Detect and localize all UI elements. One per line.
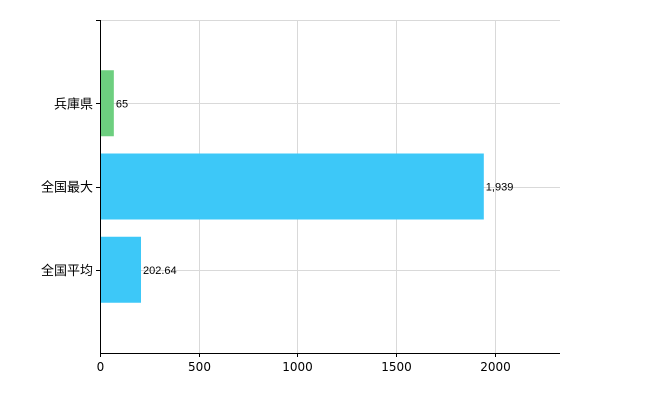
bar-0 xyxy=(101,70,114,137)
x-tick-label-3: 1500 xyxy=(381,360,412,374)
labels: 0 500 1000 1500 2000 兵庫県 65 全国最大 1,939 全国平均 202.64 xyxy=(41,97,513,374)
bar-2 xyxy=(101,236,142,303)
x-tick-label-2: 1000 xyxy=(282,360,313,374)
category-label-0: 兵庫県 xyxy=(54,97,93,112)
x-tick-label-4: 2000 xyxy=(480,360,511,374)
value-label-2: 202.64 xyxy=(143,265,177,277)
axes xyxy=(96,20,560,357)
x-tick-label-0: 0 xyxy=(97,360,105,374)
bar-1 xyxy=(101,153,484,220)
bars xyxy=(101,70,484,303)
value-label-1: 1,939 xyxy=(486,182,514,194)
value-label-0: 65 xyxy=(116,98,128,110)
category-label-2: 全国平均 xyxy=(41,263,93,279)
category-label-1: 全国最大 xyxy=(41,180,93,196)
x-tick-label-1: 500 xyxy=(188,360,211,374)
